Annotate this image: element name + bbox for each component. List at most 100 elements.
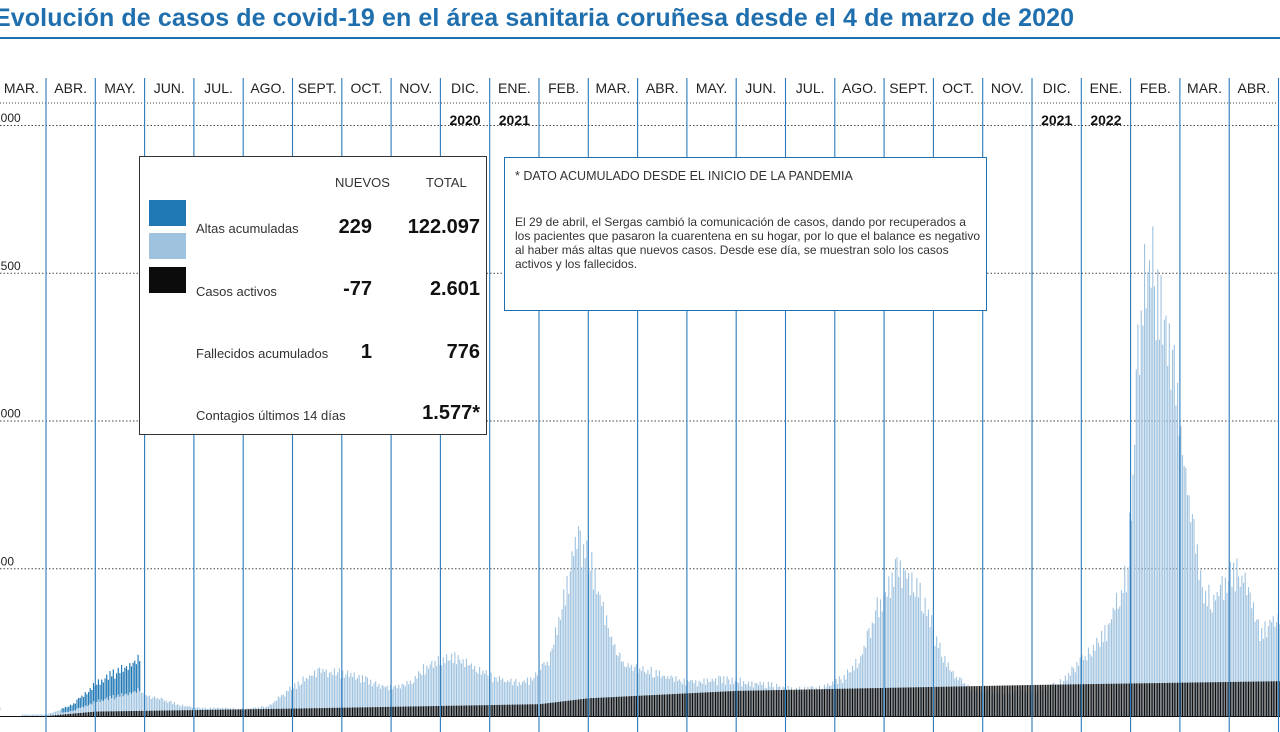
daily-bar-activos <box>1266 681 1268 716</box>
daily-bar-activos <box>1038 684 1040 716</box>
daily-bar-altas <box>104 678 106 700</box>
daily-bar <box>1152 226 1154 716</box>
daily-bar-activos <box>927 687 929 716</box>
daily-bar <box>1264 621 1266 716</box>
daily-bar <box>292 688 294 716</box>
daily-bar-altas <box>64 706 66 712</box>
daily-bar-activos <box>271 708 273 716</box>
daily-bar-activos <box>665 694 667 716</box>
daily-bar-activos <box>333 707 335 716</box>
daily-bar <box>936 636 938 716</box>
daily-bar <box>371 686 373 716</box>
daily-bar <box>1097 642 1099 716</box>
daily-bar-activos <box>1018 685 1020 716</box>
daily-bar <box>149 695 151 716</box>
daily-bar <box>152 697 154 716</box>
daily-bar-activos <box>228 709 230 716</box>
daily-bar-activos <box>924 687 926 716</box>
daily-bar-activos <box>345 707 347 716</box>
daily-bar <box>941 656 943 716</box>
daily-bar <box>142 692 144 716</box>
daily-bar-activos <box>289 708 291 716</box>
daily-bar <box>25 714 27 716</box>
daily-bar <box>53 711 55 716</box>
daily-bar <box>1259 641 1261 716</box>
daily-bar-activos <box>602 697 604 716</box>
daily-bar-activos <box>1046 684 1048 716</box>
daily-bar-activos <box>705 692 707 716</box>
daily-bar <box>482 670 484 716</box>
daily-bar-activos <box>672 694 674 716</box>
daily-bar <box>1195 553 1197 716</box>
daily-bar-activos <box>1167 682 1169 716</box>
daily-bar-activos <box>1119 683 1121 716</box>
daily-bar-activos <box>1190 682 1192 716</box>
daily-bar-activos <box>599 697 601 716</box>
daily-bar-activos <box>922 687 924 716</box>
daily-bar <box>373 683 375 716</box>
daily-bar-activos <box>111 711 113 716</box>
daily-bar <box>508 681 510 716</box>
daily-bar-activos <box>617 696 619 716</box>
daily-bar <box>327 677 329 716</box>
daily-bar <box>642 666 644 716</box>
daily-bar-activos <box>117 711 119 716</box>
daily-bar-activos <box>711 692 713 716</box>
daily-bar-activos <box>1153 683 1155 716</box>
daily-bar-activos <box>1196 682 1198 716</box>
daily-bar-activos <box>154 710 156 716</box>
daily-bar <box>160 697 162 716</box>
daily-bar <box>630 664 632 716</box>
daily-bar-activos <box>1137 683 1139 716</box>
daily-bar-activos <box>536 704 538 716</box>
daily-bar <box>563 589 565 716</box>
daily-bar <box>1269 619 1271 716</box>
daily-bar-activos <box>901 687 903 716</box>
daily-bar <box>493 677 495 716</box>
daily-bar-activos <box>469 705 471 716</box>
daily-bar-activos <box>1219 682 1221 716</box>
daily-bar-activos <box>375 707 377 716</box>
daily-bar-activos <box>130 711 132 716</box>
daily-bar <box>455 664 458 716</box>
daily-bar <box>917 597 920 716</box>
daily-bar-activos <box>1104 683 1106 716</box>
daily-bar <box>629 667 631 716</box>
daily-bar <box>444 663 446 716</box>
daily-bar-activos <box>530 704 532 716</box>
daily-bar <box>325 669 327 716</box>
daily-bar-activos <box>419 706 421 716</box>
daily-bar-activos <box>568 700 570 716</box>
daily-bar-activos <box>566 700 568 716</box>
daily-bar <box>427 668 429 716</box>
daily-bar-activos <box>926 687 928 716</box>
daily-bar-activos <box>1007 685 1009 716</box>
daily-bar <box>939 642 941 716</box>
daily-bar-activos <box>847 688 849 716</box>
daily-bar <box>564 605 566 716</box>
daily-bar-activos <box>455 705 458 716</box>
daily-bar <box>1115 592 1118 716</box>
daily-bar <box>924 597 926 716</box>
daily-bar-activos <box>870 688 872 716</box>
daily-bar-activos <box>947 686 949 716</box>
daily-bar-activos <box>825 689 827 716</box>
daily-bar-activos <box>276 708 278 716</box>
daily-bar <box>310 675 312 716</box>
daily-bar-activos <box>510 704 512 716</box>
daily-bar-activos <box>157 710 159 716</box>
daily-bar-activos <box>931 686 933 716</box>
daily-bar-activos <box>1076 684 1078 716</box>
daily-bar-activos <box>183 710 185 716</box>
daily-bar-altas <box>68 706 70 712</box>
daily-bar <box>896 557 898 716</box>
daily-bar-activos <box>442 705 444 716</box>
daily-bar <box>908 572 910 716</box>
daily-bar <box>295 689 297 716</box>
daily-bar-activos <box>1239 681 1241 716</box>
daily-bar <box>512 685 514 716</box>
daily-bar-activos <box>1081 684 1083 716</box>
daily-bar-activos <box>383 706 385 716</box>
daily-bar-activos <box>205 709 207 716</box>
daily-bar-activos <box>385 706 387 716</box>
